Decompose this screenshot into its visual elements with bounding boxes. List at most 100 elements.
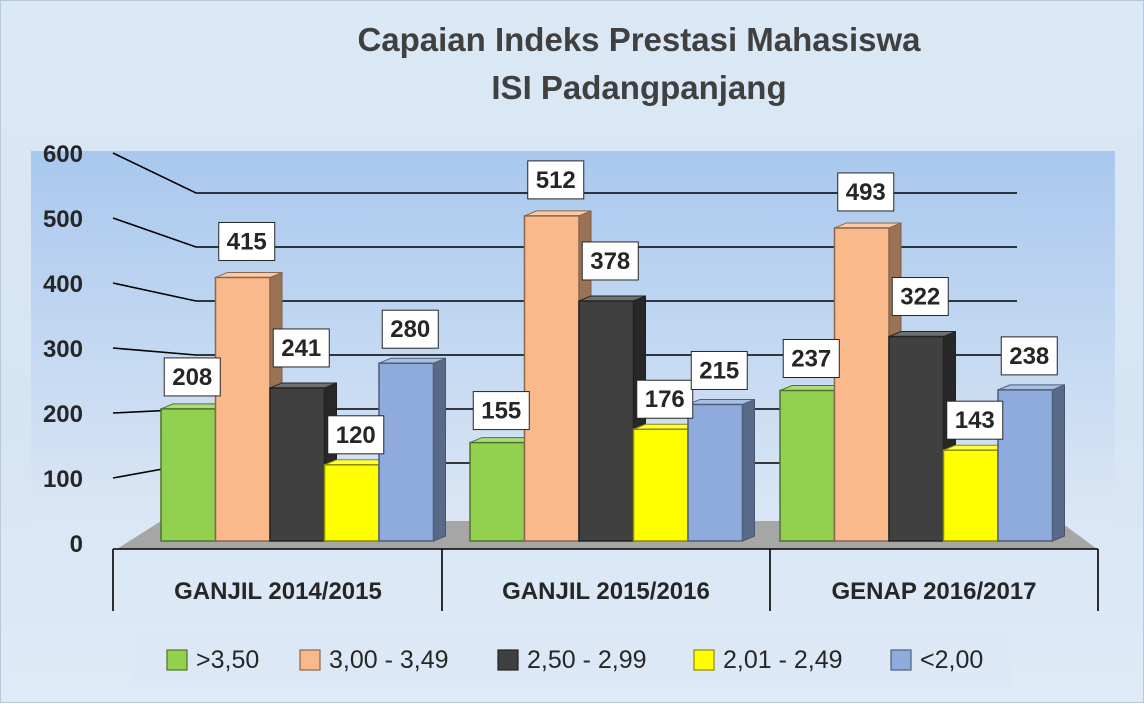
x-category-label: GANJIL 2014/2015: [174, 578, 382, 605]
legend-label: 2,50 - 2,99: [527, 646, 647, 674]
bar-front: [687, 403, 744, 542]
bar-front: [214, 276, 271, 542]
legend-item: <2,00: [890, 646, 983, 674]
data-labels: 208 415 241 120 280 155 512 378 176 215 237 493 322 1…: [163, 160, 1058, 455]
data-label-box: [1000, 336, 1058, 376]
bar-front: [378, 362, 435, 542]
data-label: 215: [690, 350, 748, 390]
data-label-box: [218, 221, 276, 261]
x-axis: GANJIL 2014/2015 GANJIL 2015/2016 GENAP 20…: [112, 548, 1099, 611]
bar-front: [578, 300, 635, 542]
data-label-box: [527, 160, 585, 200]
data-label: 322: [891, 277, 949, 317]
data-label-box: [381, 309, 439, 349]
data-label-text: 378: [590, 248, 630, 275]
data-label-text: 237: [791, 346, 831, 373]
data-label: 120: [327, 415, 385, 455]
legend-label: 2,01 - 2,49: [723, 646, 843, 674]
data-label-text: 143: [955, 407, 995, 434]
bar: [997, 384, 1065, 542]
data-label: 176: [636, 379, 694, 419]
bar-front: [323, 464, 380, 542]
data-label-text: 176: [645, 386, 685, 413]
y-tick-label: 500: [43, 206, 83, 233]
data-label-text: 415: [227, 228, 267, 255]
legend-item: 3,00 - 3,49: [299, 646, 449, 674]
legend-swatch: [166, 649, 188, 671]
data-label-box: [472, 391, 530, 431]
data-label-box: [891, 277, 949, 317]
bar-front: [160, 408, 217, 542]
chart-title: Capaian Indeks Prestasi Mahasiswa: [357, 21, 921, 58]
data-label: 155: [472, 391, 530, 431]
legend-item: 2,01 - 2,49: [693, 646, 843, 674]
data-label-box: [782, 339, 840, 379]
data-label-box: [690, 350, 748, 390]
bar-front: [269, 387, 326, 542]
y-tick-label: 100: [43, 466, 83, 493]
data-label: 493: [837, 172, 895, 212]
bar-front: [779, 389, 836, 542]
legend-box: [134, 631, 1012, 687]
legend-item: 2,50 - 2,99: [497, 646, 647, 674]
data-label: 237: [782, 339, 840, 379]
legend-swatch: [693, 649, 715, 671]
bar-front: [469, 441, 526, 542]
data-label-box: [272, 328, 330, 368]
data-label-text: 322: [900, 284, 940, 311]
legend-label: 3,00 - 3,49: [329, 646, 449, 674]
bar-side: [1052, 384, 1065, 542]
y-tick-label: 300: [43, 336, 83, 363]
y-axis-tick-labels: 0 100 200 300 400 500 600: [43, 141, 83, 558]
bar-series: [160, 210, 1065, 542]
bar-top: [888, 331, 956, 338]
gridline: [112, 217, 1017, 248]
gridline: [112, 282, 1017, 302]
legend-label: >3,50: [196, 646, 259, 674]
bar-front: [942, 449, 999, 542]
data-label-box: [581, 241, 639, 281]
data-label-text: 493: [846, 179, 886, 206]
bar-side: [433, 357, 446, 542]
bar-side: [742, 398, 755, 542]
gridline: [112, 152, 1017, 194]
bar-front: [888, 335, 945, 542]
data-label: 280: [381, 309, 439, 349]
bar-front: [833, 227, 890, 542]
data-label-box: [636, 379, 694, 419]
data-label-text: 208: [172, 364, 212, 391]
data-label-text: 155: [481, 398, 521, 425]
data-label-box: [163, 357, 221, 397]
legend-label: <2,00: [920, 646, 983, 674]
bar-front: [632, 428, 689, 542]
y-tick-label: 0: [70, 531, 83, 558]
data-label-text: 241: [281, 335, 321, 362]
legend: >3,50 3,00 - 3,49 2,50 - 2,99 2,01 - 2,49 <2…: [134, 631, 1012, 687]
data-label-box: [327, 415, 385, 455]
data-label-box: [837, 172, 895, 212]
data-label-box: [946, 400, 1004, 440]
data-label-text: 215: [699, 357, 739, 384]
data-label-text: 238: [1009, 343, 1049, 370]
bar-front: [997, 389, 1054, 542]
legend-swatch: [890, 649, 912, 671]
data-label: 208: [163, 357, 221, 397]
data-label: 512: [527, 160, 585, 200]
bar: [687, 398, 755, 542]
data-label: 143: [946, 400, 1004, 440]
y-tick-label: 200: [43, 401, 83, 428]
data-label: 415: [218, 221, 276, 261]
legend-swatch: [299, 649, 321, 671]
data-label-text: 120: [336, 422, 376, 449]
data-label: 378: [581, 241, 639, 281]
chart-subtitle: ISI Padangpanjang: [491, 69, 786, 106]
data-label-text: 512: [536, 167, 576, 194]
y-tick-label: 400: [43, 271, 83, 298]
legend-swatch: [497, 649, 519, 671]
bar-front: [523, 215, 580, 542]
x-category-label: GENAP 2016/2017: [831, 578, 1036, 605]
data-label: 238: [1000, 336, 1058, 376]
data-label: 241: [272, 328, 330, 368]
